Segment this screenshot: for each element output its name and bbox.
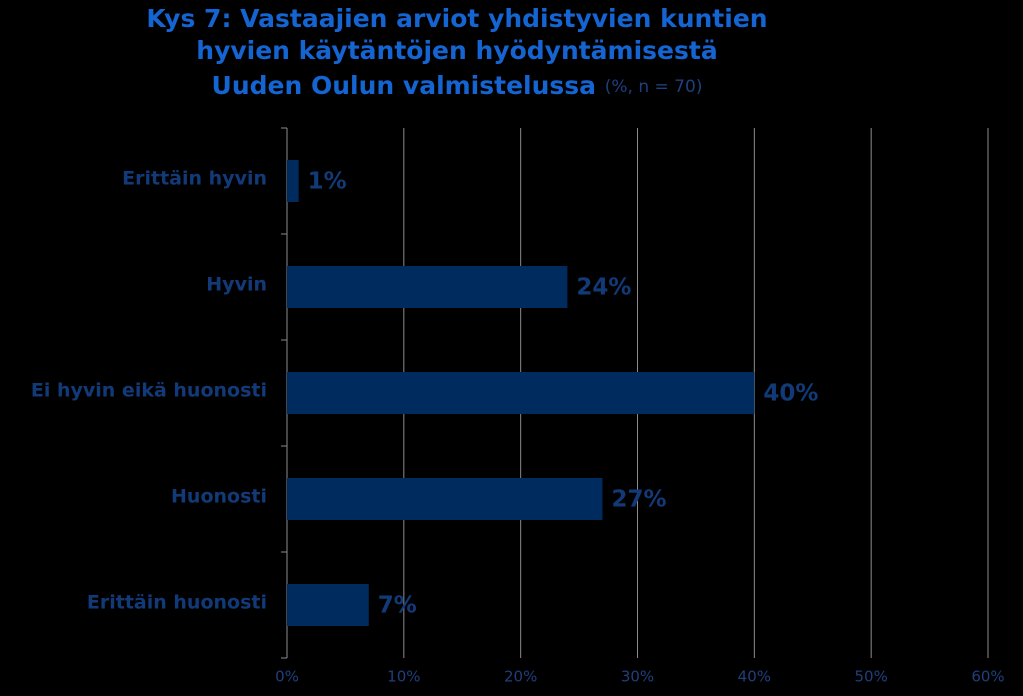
x-tick-label: 10% bbox=[387, 668, 420, 686]
data-label: 40% bbox=[763, 381, 818, 407]
x-tick-label: 40% bbox=[738, 668, 771, 686]
chart-title: Uuden Oulun valmistelussa (%, n = 70) bbox=[212, 71, 703, 100]
data-label: 7% bbox=[378, 593, 417, 619]
x-tick-label: 50% bbox=[854, 668, 887, 686]
y-tick-label: Ei hyvin eikä huonosti bbox=[31, 380, 267, 402]
y-tick-label: Huonosti bbox=[171, 486, 267, 508]
bar bbox=[287, 584, 369, 626]
data-label: 1% bbox=[308, 169, 347, 195]
x-tick-label: 60% bbox=[971, 668, 1004, 686]
x-tick-label: 20% bbox=[504, 668, 537, 686]
bar bbox=[287, 372, 755, 414]
bar bbox=[287, 160, 299, 202]
y-tick-label: Erittäin huonosti bbox=[87, 592, 267, 614]
chart-title: Uuden Oulun valmistelussa bbox=[212, 71, 597, 100]
chart-subtitle: (%, n = 70) bbox=[605, 77, 703, 97]
x-tick-label: 30% bbox=[621, 668, 654, 686]
x-tick-label: 0% bbox=[275, 668, 299, 686]
y-tick-label: Erittäin hyvin bbox=[122, 168, 267, 190]
data-label: 27% bbox=[611, 487, 666, 513]
bar bbox=[287, 266, 568, 308]
chart-title: Kys 7: Vastaajien arviot yhdistyvien kun… bbox=[146, 4, 767, 33]
y-tick-label: Hyvin bbox=[206, 274, 267, 296]
chart-title: hyvien käytäntöjen hyödyntämisestä bbox=[196, 36, 717, 65]
data-label: 24% bbox=[576, 275, 631, 301]
bar bbox=[287, 478, 603, 520]
